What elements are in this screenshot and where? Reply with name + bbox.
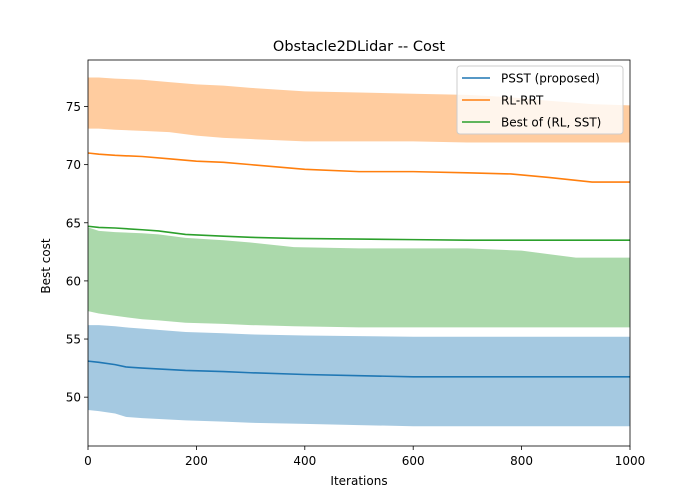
chart-title: Obstacle2DLidar -- Cost [273,39,445,55]
confidence-bands [88,77,630,427]
y-tick-label: 70 [66,158,81,172]
x-tick-label: 1000 [615,454,646,468]
legend-entry-0: PSST (proposed) [501,72,600,86]
x-tick-label: 800 [510,454,533,468]
y-tick-label: 65 [66,216,81,230]
x-tick-label: 200 [185,454,208,468]
confidence-band-2 [88,227,630,328]
series-line-0 [87,360,630,378]
plot-frame [87,59,631,447]
x-axis-ticks: 0 200 400 600 800 1000 [84,446,645,468]
y-axis-label: Best cost [39,238,53,294]
x-tick-label: 400 [293,454,316,468]
y-tick-label: 75 [66,100,81,114]
legend-entry-2: Best of (RL, SST) [501,116,601,130]
series-line-2 [87,225,630,242]
legend: PSST (proposed) RL-RRT Best of (RL, SST) [456,65,624,135]
x-tick-label: 0 [84,454,92,468]
y-axis-ticks: 50 55 60 65 70 75 [66,100,88,405]
x-axis-label: Iterations [330,474,387,488]
series-line-1 [87,152,630,183]
legend-entry-1: RL-RRT [501,94,544,108]
y-tick-label: 55 [66,333,81,347]
x-tick-label: 600 [402,454,425,468]
legend-box [456,65,624,135]
y-tick-label: 50 [66,391,81,405]
series-lines [87,152,630,378]
y-tick-label: 60 [66,274,81,288]
